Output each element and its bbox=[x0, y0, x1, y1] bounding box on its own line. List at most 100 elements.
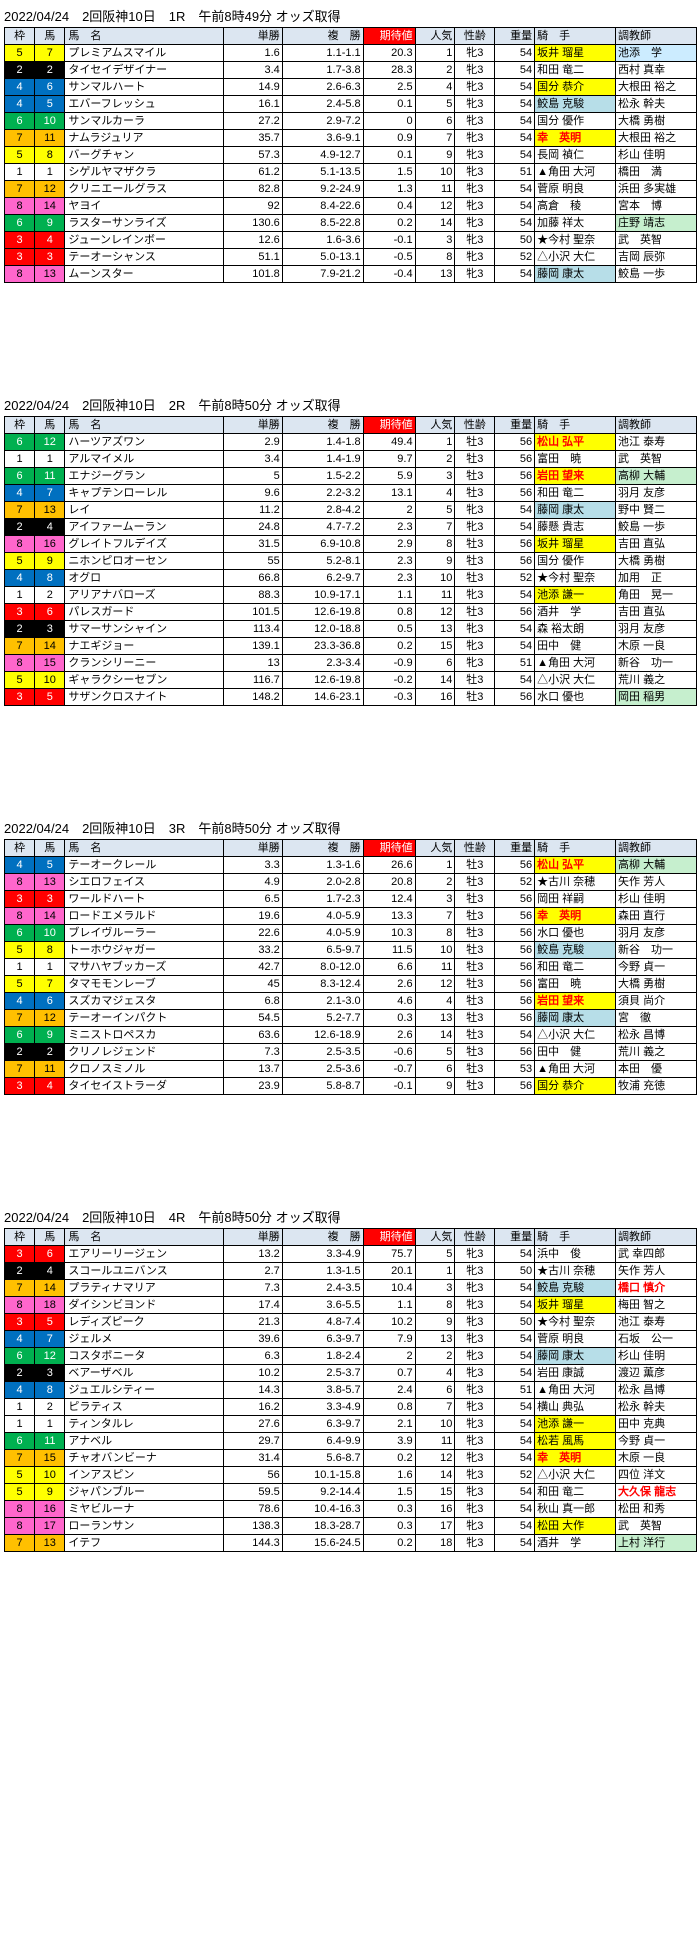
cell: 3 bbox=[5, 249, 35, 266]
cell: 88.3 bbox=[223, 587, 282, 604]
cell: 2 bbox=[35, 62, 65, 79]
cell: 3 bbox=[415, 1280, 455, 1297]
cell: ジャパンブルー bbox=[65, 1484, 223, 1501]
cell: 56 bbox=[495, 451, 535, 468]
cell: 51 bbox=[495, 1382, 535, 1399]
cell: 4.0-5.9 bbox=[282, 908, 363, 925]
cell: サマーサンシャイン bbox=[65, 621, 223, 638]
cell: 2 bbox=[5, 1044, 35, 1061]
cell: 6.3-9.7 bbox=[282, 1416, 363, 1433]
cell: 梅田 智之 bbox=[616, 1297, 697, 1314]
cell: 吉田 直弘 bbox=[616, 536, 697, 553]
cell: ブレイヴルーラー bbox=[65, 925, 223, 942]
cell: トーホウジャガー bbox=[65, 942, 223, 959]
cell: クロノスミノル bbox=[65, 1061, 223, 1078]
cell: 2.6 bbox=[363, 976, 415, 993]
cell: 加藤 祥太 bbox=[535, 215, 616, 232]
cell: 2 bbox=[5, 519, 35, 536]
cell: 牡3 bbox=[455, 993, 495, 1010]
cell: 5 bbox=[5, 553, 35, 570]
cell: 藤岡 康太 bbox=[535, 502, 616, 519]
cell: 牝3 bbox=[455, 1501, 495, 1518]
cell: 4 bbox=[35, 1263, 65, 1280]
cell: 0.2 bbox=[363, 1450, 415, 1467]
col-header: 調教師 bbox=[616, 417, 697, 434]
cell: サザンクロスナイト bbox=[65, 689, 223, 706]
cell: アリアナバローズ bbox=[65, 587, 223, 604]
cell: 牡3 bbox=[455, 468, 495, 485]
cell: 10.9-17.1 bbox=[282, 587, 363, 604]
table-row: 712テーオーインパクト54.55.2-7.70.313牡356藤岡 康太宮 徹 bbox=[5, 1010, 697, 1027]
cell: 2 bbox=[5, 621, 35, 638]
cell: 54 bbox=[495, 113, 535, 130]
table-row: 69ラスターサンライズ130.68.5-22.80.214牝354加藤 祥太庄野… bbox=[5, 215, 697, 232]
col-header: 人気 bbox=[415, 28, 455, 45]
cell: 13 bbox=[35, 266, 65, 283]
col-header: 調教師 bbox=[616, 1229, 697, 1246]
cell: 牝3 bbox=[455, 164, 495, 181]
cell: 国分 優作 bbox=[535, 113, 616, 130]
cell: 10.4 bbox=[363, 1280, 415, 1297]
cell: 130.6 bbox=[223, 215, 282, 232]
cell: イテフ bbox=[65, 1535, 223, 1552]
cell: 牝3 bbox=[455, 1280, 495, 1297]
cell: 16 bbox=[35, 536, 65, 553]
cell: ニホンピロオーセン bbox=[65, 553, 223, 570]
cell: 岡田 稲男 bbox=[616, 689, 697, 706]
col-header: 性齢 bbox=[455, 28, 495, 45]
table-row: 612コスタボニータ6.31.8-2.422牝354藤岡 康太杉山 佳明 bbox=[5, 1348, 697, 1365]
cell: 5.6-8.7 bbox=[282, 1450, 363, 1467]
cell: 牝3 bbox=[455, 113, 495, 130]
cell: 4 bbox=[35, 232, 65, 249]
table-row: 58トーホウジャガー33.26.5-9.711.510牡356鮫島 克駿新谷 功… bbox=[5, 942, 697, 959]
cell: 今野 貞一 bbox=[616, 1433, 697, 1450]
cell: 橋口 慎介 bbox=[616, 1280, 697, 1297]
table-row: 45エバーフレッシュ16.12.4-5.80.15牝354鮫島 克駿松永 幹夫 bbox=[5, 96, 697, 113]
cell: 49.4 bbox=[363, 434, 415, 451]
table-row: 814ヤヨイ928.4-22.60.412牝354高倉 稜宮本 博 bbox=[5, 198, 697, 215]
col-header: 性齢 bbox=[455, 1229, 495, 1246]
cell: 坂井 瑠星 bbox=[535, 536, 616, 553]
cell: 9 bbox=[35, 1027, 65, 1044]
cell: 酒井 学 bbox=[535, 1535, 616, 1552]
cell: 6 bbox=[5, 925, 35, 942]
cell: 6 bbox=[35, 604, 65, 621]
cell: 18.3-28.7 bbox=[282, 1518, 363, 1535]
cell: 4 bbox=[415, 485, 455, 502]
cell: 8.3-12.4 bbox=[282, 976, 363, 993]
cell: 1.4-1.8 bbox=[282, 434, 363, 451]
cell: 54 bbox=[495, 266, 535, 283]
cell: 松田 和秀 bbox=[616, 1501, 697, 1518]
cell: 54 bbox=[495, 1484, 535, 1501]
table-row: 712クリニエールグラス82.89.2-24.91.311牝354菅原 明良浜田… bbox=[5, 181, 697, 198]
col-header: 単勝 bbox=[223, 840, 282, 857]
cell: 菅原 明良 bbox=[535, 1331, 616, 1348]
cell: 6.3 bbox=[223, 1348, 282, 1365]
table-row: 11シゲルヤマザクラ61.25.1-13.51.510牝351▲角田 大河橋田 … bbox=[5, 164, 697, 181]
cell: アナベル bbox=[65, 1433, 223, 1450]
cell: 54 bbox=[495, 1501, 535, 1518]
cell: 12 bbox=[35, 1348, 65, 1365]
cell: 1 bbox=[415, 857, 455, 874]
cell: 浜田 多実雄 bbox=[616, 181, 697, 198]
table-row: 12アリアナバローズ88.310.9-17.11.111牝354池添 謙一角田 … bbox=[5, 587, 697, 604]
cell: 3 bbox=[5, 689, 35, 706]
cell: 101.8 bbox=[223, 266, 282, 283]
col-header: 調教師 bbox=[616, 28, 697, 45]
cell: 6.4-9.9 bbox=[282, 1433, 363, 1450]
cell: 6.2-9.7 bbox=[282, 570, 363, 587]
cell: 53 bbox=[495, 1061, 535, 1078]
cell: 4 bbox=[415, 1365, 455, 1382]
cell: 牡3 bbox=[455, 1027, 495, 1044]
cell: 29.7 bbox=[223, 1433, 282, 1450]
cell: 藤懸 貴志 bbox=[535, 519, 616, 536]
cell: -0.7 bbox=[363, 1061, 415, 1078]
cell: アイファームーラン bbox=[65, 519, 223, 536]
cell: 144.3 bbox=[223, 1535, 282, 1552]
cell: 8 bbox=[35, 147, 65, 164]
race-title: 2022/04/24 2回阪神10日 2R 午前8時50分 オッズ取得 bbox=[4, 393, 700, 416]
cell: 高倉 稜 bbox=[535, 198, 616, 215]
table-row: 48ジュエルシティー14.33.8-5.72.46牝351▲角田 大河松永 昌博 bbox=[5, 1382, 697, 1399]
cell: 6 bbox=[35, 993, 65, 1010]
cell: エナジーグラン bbox=[65, 468, 223, 485]
